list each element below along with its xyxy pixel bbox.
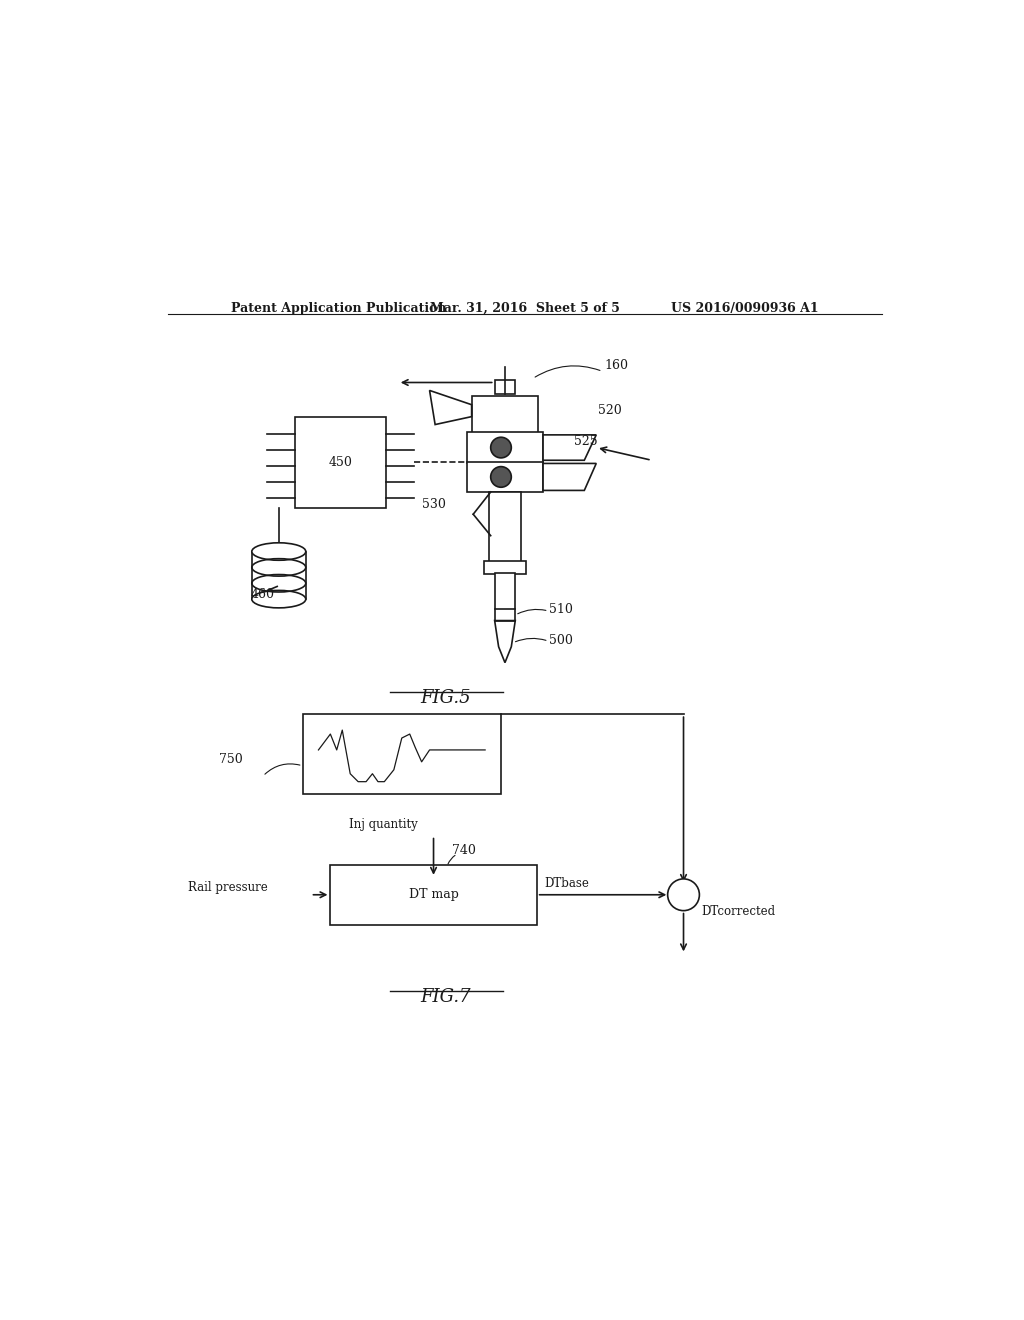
Text: DTbase: DTbase	[545, 876, 590, 890]
Text: 750: 750	[219, 754, 243, 767]
Circle shape	[490, 437, 511, 458]
Text: Mar. 31, 2016  Sheet 5 of 5: Mar. 31, 2016 Sheet 5 of 5	[430, 301, 620, 314]
Text: 530: 530	[422, 498, 445, 511]
Text: DTcorrected: DTcorrected	[701, 904, 775, 917]
Text: FIG.5: FIG.5	[420, 689, 471, 706]
Text: Patent Application Publication: Patent Application Publication	[231, 301, 446, 314]
Polygon shape	[543, 434, 596, 461]
Circle shape	[668, 879, 699, 911]
Ellipse shape	[252, 590, 306, 609]
Text: 525: 525	[574, 436, 598, 449]
Text: Inj quantity: Inj quantity	[348, 818, 418, 832]
Text: 450: 450	[329, 455, 352, 469]
Text: 460: 460	[251, 587, 275, 601]
Polygon shape	[430, 391, 472, 425]
Text: 500: 500	[549, 635, 572, 647]
Bar	[295, 417, 386, 508]
Text: DT map: DT map	[409, 888, 459, 902]
Bar	[467, 433, 543, 462]
Polygon shape	[495, 620, 515, 663]
Text: Rail pressure: Rail pressure	[187, 882, 267, 894]
Text: 740: 740	[452, 843, 476, 857]
Text: FIG.7: FIG.7	[420, 987, 471, 1006]
Bar	[489, 492, 521, 562]
Bar	[303, 714, 501, 793]
Bar	[495, 380, 515, 395]
Bar	[484, 561, 525, 574]
Circle shape	[490, 466, 511, 487]
Bar	[331, 865, 537, 924]
Text: 160: 160	[604, 359, 628, 372]
Bar	[495, 573, 515, 610]
Text: 520: 520	[598, 404, 622, 417]
Text: US 2016/0090936 A1: US 2016/0090936 A1	[671, 301, 818, 314]
Text: 510: 510	[549, 603, 572, 616]
Ellipse shape	[252, 543, 306, 560]
Bar	[467, 462, 543, 492]
Bar	[472, 396, 539, 434]
Polygon shape	[543, 463, 596, 491]
